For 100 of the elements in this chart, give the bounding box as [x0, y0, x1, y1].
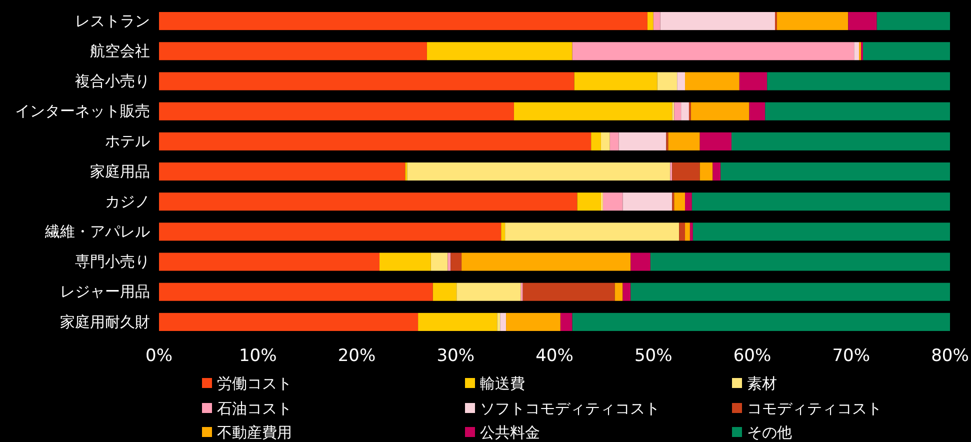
bar [862, 42, 950, 60]
y-tick-label: 航空会社 [90, 42, 150, 60]
bar [159, 312, 418, 331]
bar [848, 12, 877, 30]
bar [618, 132, 666, 150]
y-tick-label: インターネット販売 [15, 102, 150, 120]
bar [430, 252, 448, 271]
y-tick-label: 繊維・アパレル [44, 222, 150, 240]
x-tick-label: 0% [146, 346, 172, 366]
bar [720, 162, 950, 181]
bar [685, 72, 740, 90]
legend-label: 公共料金 [480, 423, 540, 442]
bar [602, 192, 623, 211]
legend-label: 素材 [747, 374, 777, 392]
bar [731, 132, 950, 150]
bar [500, 312, 506, 331]
bar [647, 12, 654, 30]
bar [572, 312, 950, 331]
bar [700, 132, 732, 150]
bar [660, 12, 775, 30]
bar [506, 312, 560, 331]
bar [159, 12, 648, 30]
bar [679, 222, 686, 241]
bar [650, 252, 950, 271]
bar [501, 222, 506, 241]
bar [159, 192, 578, 211]
bar [630, 252, 650, 271]
y-tick-label: 家庭用耐久財 [60, 312, 150, 331]
bar [159, 42, 427, 60]
bar [159, 252, 380, 271]
bar [426, 42, 572, 60]
bar [672, 162, 700, 181]
bar [159, 162, 406, 181]
bar [767, 72, 950, 90]
y-tick-label: ホテル [105, 132, 150, 150]
bar [630, 282, 950, 301]
bar [653, 12, 660, 30]
legend-label: コモディティコスト [747, 399, 882, 418]
bar [692, 222, 950, 241]
x-tick-label: 30% [436, 346, 475, 366]
bar [668, 132, 700, 150]
bar [159, 72, 574, 90]
legend-label: 石油コスト [217, 399, 292, 418]
x-tick-label: 60% [733, 346, 772, 366]
bar [690, 102, 750, 120]
y-tick-label: レジャー用品 [60, 282, 150, 301]
legend-label: 不動産費用 [217, 423, 292, 442]
bar [614, 282, 623, 301]
x-tick-label: 20% [338, 346, 376, 366]
bar [159, 282, 433, 301]
bar [685, 192, 692, 211]
bar [591, 132, 601, 150]
bar [407, 162, 670, 181]
bar [574, 72, 658, 90]
bar [497, 312, 500, 331]
bar [765, 102, 950, 120]
bar [577, 192, 601, 211]
bar [522, 282, 615, 301]
y-tick-label: 専門小売り [75, 252, 150, 271]
bar [450, 252, 462, 271]
bar [418, 312, 498, 331]
y-tick-label: レストラン [75, 12, 150, 30]
bar [560, 312, 572, 331]
bar [749, 102, 766, 120]
bar [514, 102, 672, 120]
bar [674, 192, 686, 211]
bar [432, 282, 457, 301]
bar [610, 132, 619, 150]
x-tick-label: 80% [931, 346, 969, 366]
bar [685, 222, 690, 241]
x-tick-label: 70% [832, 346, 870, 366]
bar [690, 222, 693, 241]
y-tick-label: 複合小売り [75, 72, 150, 90]
bar [456, 282, 521, 301]
legend-label: その他 [747, 423, 792, 442]
y-tick-label: 家庭用品 [90, 162, 150, 180]
bar [677, 72, 686, 90]
x-tick-label: 40% [536, 346, 574, 366]
bar [448, 252, 451, 271]
bar [854, 42, 860, 60]
bar [776, 12, 848, 30]
bar [700, 162, 713, 181]
bar [505, 222, 680, 241]
bar [681, 102, 689, 120]
bar [379, 252, 431, 271]
bar [876, 12, 950, 30]
bar [572, 42, 854, 60]
bar [739, 72, 768, 90]
bar [600, 132, 610, 150]
bar [622, 282, 631, 301]
x-tick-label: 50% [634, 346, 672, 366]
bar [657, 72, 678, 90]
bar [622, 192, 672, 211]
bar [159, 132, 592, 150]
y-tick-label: カジノ [105, 192, 150, 210]
bar [692, 192, 950, 211]
legend-label: 輸送費 [480, 374, 525, 392]
bar [674, 102, 682, 120]
bar [712, 162, 721, 181]
bar [159, 102, 514, 120]
